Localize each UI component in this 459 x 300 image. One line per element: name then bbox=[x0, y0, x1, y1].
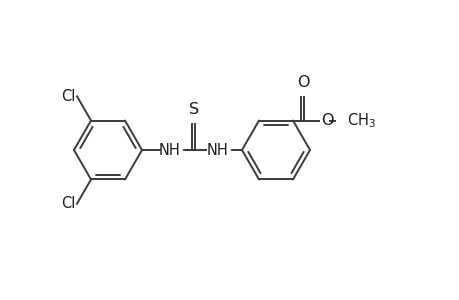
Text: Cl: Cl bbox=[62, 89, 76, 104]
Text: CH$_3$: CH$_3$ bbox=[346, 111, 375, 130]
Text: Cl: Cl bbox=[62, 196, 76, 211]
Text: NH: NH bbox=[159, 142, 180, 158]
Text: S: S bbox=[189, 102, 199, 117]
Text: NH: NH bbox=[207, 142, 229, 158]
Text: O: O bbox=[296, 75, 308, 90]
Text: O: O bbox=[320, 113, 333, 128]
